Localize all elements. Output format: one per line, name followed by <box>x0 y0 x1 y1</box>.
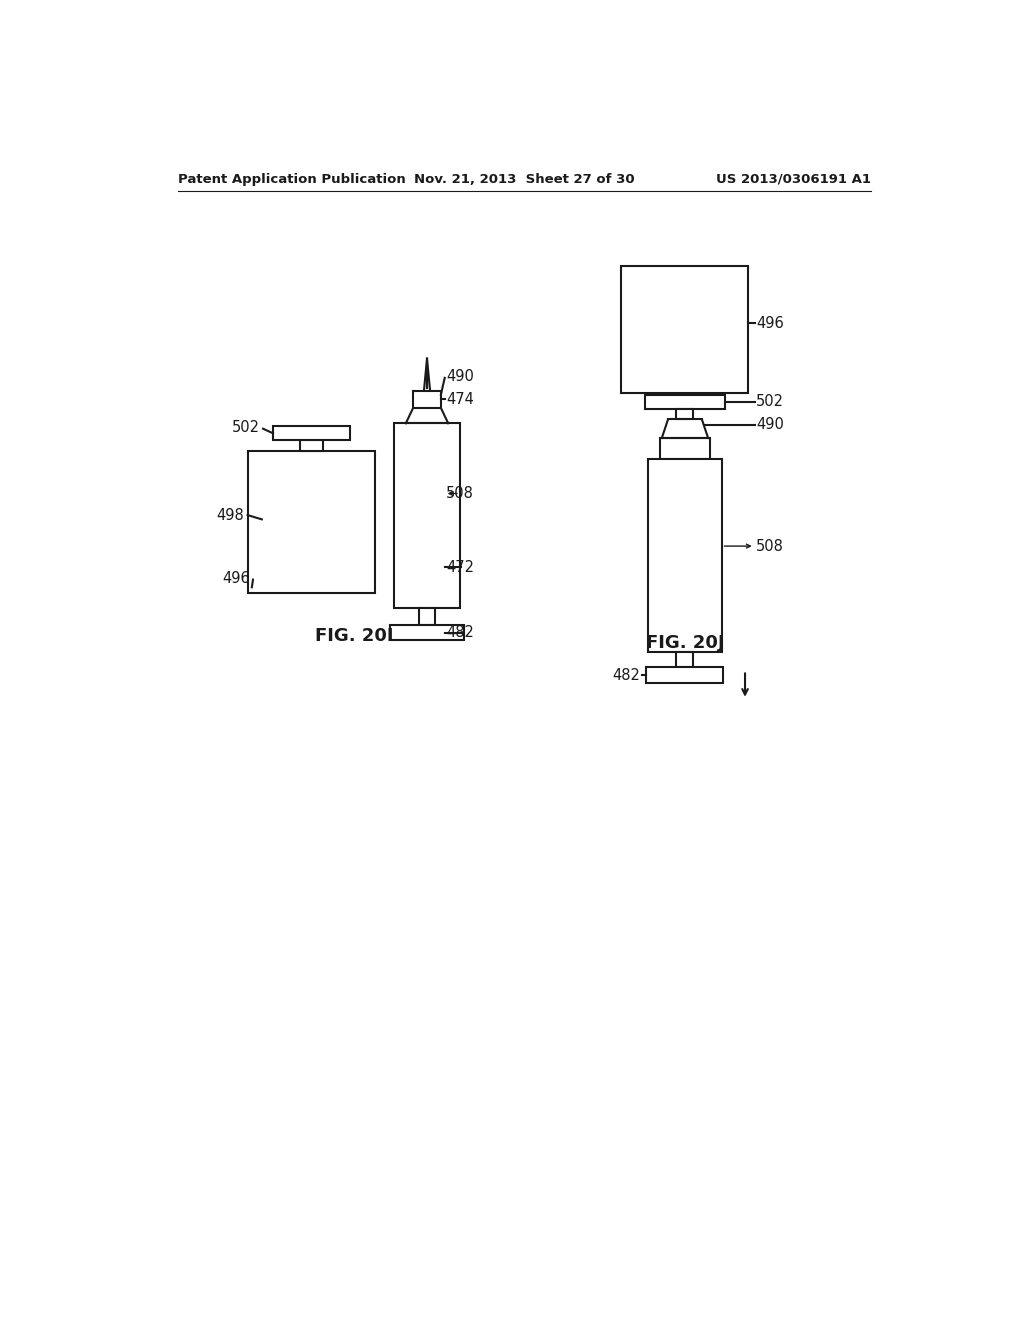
Bar <box>300 441 323 451</box>
Text: 496: 496 <box>222 570 250 586</box>
Bar <box>390 626 464 640</box>
Bar <box>248 451 375 594</box>
Text: Patent Application Publication: Patent Application Publication <box>178 173 407 186</box>
Bar <box>646 668 724 682</box>
Text: 496: 496 <box>756 315 784 331</box>
Text: 508: 508 <box>446 486 474 502</box>
Text: 502: 502 <box>756 395 784 409</box>
Text: 482: 482 <box>612 668 640 682</box>
Bar <box>677 409 693 420</box>
Text: Nov. 21, 2013  Sheet 27 of 30: Nov. 21, 2013 Sheet 27 of 30 <box>415 173 635 186</box>
Text: 498: 498 <box>217 508 245 523</box>
Bar <box>273 426 350 441</box>
Bar <box>644 395 725 409</box>
Bar <box>394 424 460 609</box>
Bar <box>413 391 441 408</box>
Bar <box>659 438 710 459</box>
Text: 474: 474 <box>446 392 474 407</box>
Text: FIG. 20J: FIG. 20J <box>646 635 724 652</box>
Text: 472: 472 <box>446 560 474 576</box>
Text: US 2013/0306191 A1: US 2013/0306191 A1 <box>717 173 871 186</box>
Text: 482: 482 <box>446 626 474 640</box>
Text: 490: 490 <box>446 368 474 384</box>
Bar <box>677 652 693 668</box>
Text: FIG. 20I: FIG. 20I <box>314 627 393 644</box>
Bar <box>648 459 722 652</box>
Bar <box>622 267 749 393</box>
Bar <box>419 609 435 626</box>
Text: 502: 502 <box>231 420 260 434</box>
Text: 508: 508 <box>756 539 784 553</box>
Text: 490: 490 <box>756 417 784 433</box>
